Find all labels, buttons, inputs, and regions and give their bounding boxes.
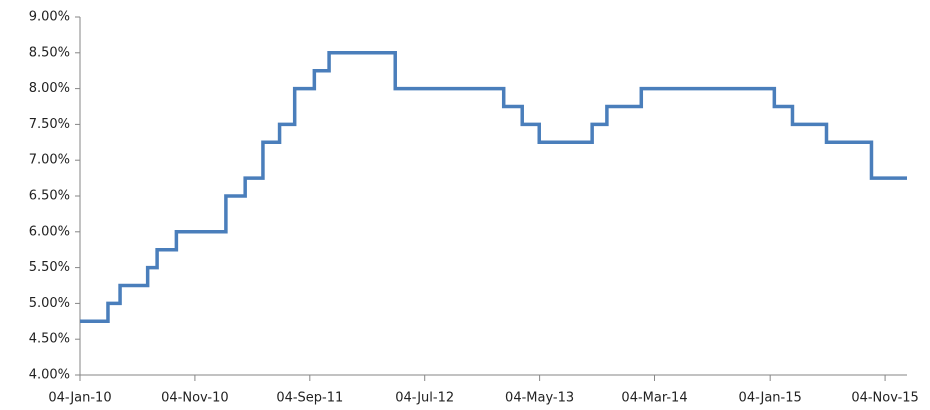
- y-tick-label: 8.50%: [29, 45, 70, 60]
- x-tick-label: 04-May-13: [505, 391, 574, 406]
- y-tick-label: 4.50%: [29, 332, 70, 347]
- x-tick-label: 04-Jan-10: [48, 391, 111, 406]
- x-tick-label: 04-Jul-12: [395, 391, 454, 406]
- x-tick-label: 04-Jan-15: [739, 391, 802, 406]
- y-tick-label: 6.50%: [29, 189, 70, 204]
- y-tick-label: 9.00%: [29, 10, 70, 25]
- y-tick-label: 5.50%: [29, 260, 70, 275]
- y-tick-label: 5.00%: [29, 296, 70, 311]
- x-tick-label: 04-Nov-15: [851, 391, 919, 406]
- y-tick-label: 6.00%: [29, 224, 70, 239]
- data-line: [80, 51, 907, 324]
- x-tick-label: 04-Sep-11: [276, 391, 343, 406]
- y-tick-label: 4.00%: [29, 368, 70, 383]
- y-tick-label: 7.50%: [29, 117, 70, 132]
- x-tick-label: 04-Mar-14: [621, 391, 687, 406]
- y-tick-label: 8.00%: [29, 81, 70, 96]
- y-tick-label: 7.00%: [29, 153, 70, 168]
- x-tick-label: 04-Nov-10: [161, 391, 229, 406]
